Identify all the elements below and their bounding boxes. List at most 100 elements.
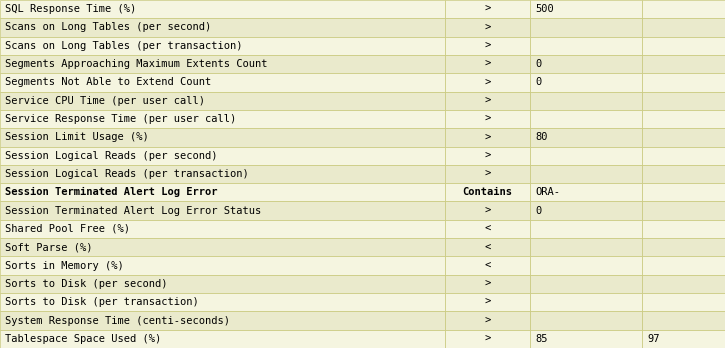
Bar (445, 147, 530, 165)
Bar (0, 18, 445, 37)
Bar (445, 275, 530, 293)
Bar (642, 165, 725, 183)
Bar (642, 201, 725, 220)
Bar (0, 55, 445, 73)
Text: Sorts to Disk (per transaction): Sorts to Disk (per transaction) (5, 297, 199, 307)
Text: Sorts to Disk (per second): Sorts to Disk (per second) (5, 279, 167, 289)
Text: >: > (484, 334, 491, 344)
Bar (0, 110, 445, 128)
Text: >: > (484, 151, 491, 161)
Bar (530, 201, 642, 220)
Text: >: > (484, 297, 491, 307)
Bar (530, 256, 642, 275)
Bar (0, 37, 445, 55)
Text: Soft Parse (%): Soft Parse (%) (5, 242, 93, 252)
Text: Service CPU Time (per user call): Service CPU Time (per user call) (5, 96, 205, 106)
Bar (0, 293, 445, 311)
Text: Sorts in Memory (%): Sorts in Memory (%) (5, 261, 124, 271)
Bar (642, 110, 725, 128)
Text: 0: 0 (535, 77, 542, 87)
Text: 0: 0 (535, 59, 542, 69)
Bar (530, 92, 642, 110)
Bar (445, 18, 530, 37)
Text: System Response Time (centi-seconds): System Response Time (centi-seconds) (5, 316, 230, 325)
Bar (642, 147, 725, 165)
Bar (530, 18, 642, 37)
Bar (445, 183, 530, 201)
Bar (0, 165, 445, 183)
Bar (445, 92, 530, 110)
Text: <: < (484, 261, 491, 271)
Bar (445, 330, 530, 348)
Bar (0, 92, 445, 110)
Bar (530, 330, 642, 348)
Bar (445, 110, 530, 128)
Text: Scans on Long Tables (per transaction): Scans on Long Tables (per transaction) (5, 41, 243, 51)
Text: >: > (484, 59, 491, 69)
Bar (0, 311, 445, 330)
Bar (530, 55, 642, 73)
Text: Session Limit Usage (%): Session Limit Usage (%) (5, 132, 149, 142)
Bar (530, 0, 642, 18)
Bar (642, 293, 725, 311)
Bar (530, 293, 642, 311)
Text: >: > (484, 114, 491, 124)
Bar (642, 330, 725, 348)
Text: 500: 500 (535, 4, 554, 14)
Text: >: > (484, 279, 491, 289)
Bar (0, 128, 445, 147)
Bar (445, 256, 530, 275)
Text: >: > (484, 96, 491, 106)
Text: 85: 85 (535, 334, 547, 344)
Bar (530, 165, 642, 183)
Text: Segments Not Able to Extend Count: Segments Not Able to Extend Count (5, 77, 211, 87)
Text: >: > (484, 132, 491, 142)
Bar (0, 238, 445, 256)
Text: >: > (484, 23, 491, 32)
Bar (0, 275, 445, 293)
Bar (530, 147, 642, 165)
Bar (642, 37, 725, 55)
Bar (445, 37, 530, 55)
Bar (445, 201, 530, 220)
Bar (445, 311, 530, 330)
Bar (445, 55, 530, 73)
Bar (642, 92, 725, 110)
Bar (642, 256, 725, 275)
Text: ORA-: ORA- (535, 187, 560, 197)
Text: Tablespace Space Used (%): Tablespace Space Used (%) (5, 334, 162, 344)
Bar (642, 311, 725, 330)
Text: >: > (484, 316, 491, 325)
Text: >: > (484, 4, 491, 14)
Bar (445, 238, 530, 256)
Bar (530, 128, 642, 147)
Bar (642, 238, 725, 256)
Bar (0, 256, 445, 275)
Bar (530, 238, 642, 256)
Bar (0, 147, 445, 165)
Bar (530, 183, 642, 201)
Bar (445, 128, 530, 147)
Text: Segments Approaching Maximum Extents Count: Segments Approaching Maximum Extents Cou… (5, 59, 268, 69)
Text: SQL Response Time (%): SQL Response Time (%) (5, 4, 136, 14)
Text: Scans on Long Tables (per second): Scans on Long Tables (per second) (5, 23, 211, 32)
Bar (0, 73, 445, 92)
Text: Session Logical Reads (per second): Session Logical Reads (per second) (5, 151, 217, 161)
Text: >: > (484, 77, 491, 87)
Bar (530, 220, 642, 238)
Text: >: > (484, 41, 491, 51)
Bar (530, 110, 642, 128)
Text: Session Terminated Alert Log Error Status: Session Terminated Alert Log Error Statu… (5, 206, 261, 216)
Bar (642, 128, 725, 147)
Text: 0: 0 (535, 206, 542, 216)
Text: 80: 80 (535, 132, 547, 142)
Text: 97: 97 (647, 334, 660, 344)
Bar (530, 311, 642, 330)
Text: Shared Pool Free (%): Shared Pool Free (%) (5, 224, 130, 234)
Text: >: > (484, 169, 491, 179)
Text: >: > (484, 206, 491, 216)
Bar (530, 37, 642, 55)
Bar (0, 330, 445, 348)
Bar (642, 55, 725, 73)
Text: Session Logical Reads (per transaction): Session Logical Reads (per transaction) (5, 169, 249, 179)
